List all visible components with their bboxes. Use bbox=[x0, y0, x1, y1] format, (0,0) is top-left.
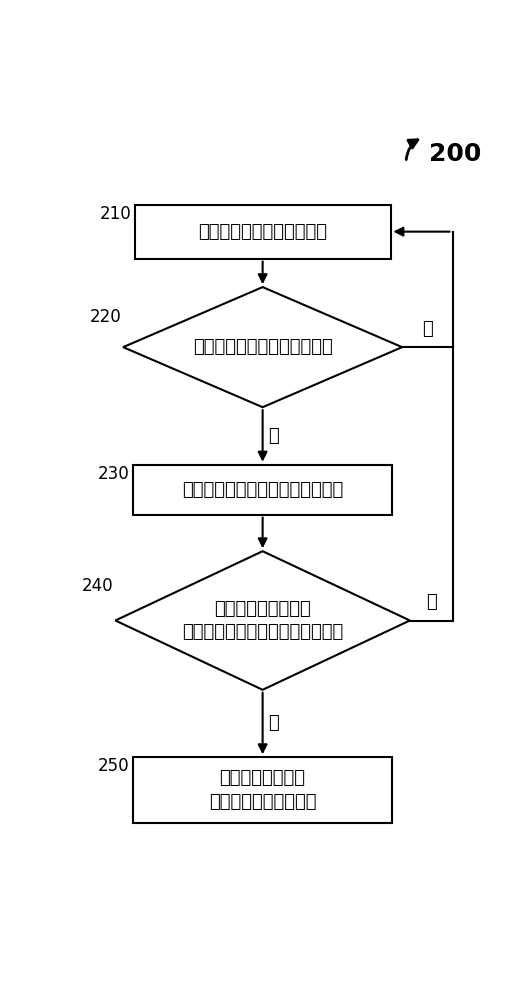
Text: 否: 否 bbox=[426, 593, 437, 611]
Text: 否: 否 bbox=[422, 320, 433, 338]
Bar bbox=[133, 465, 393, 515]
Bar bbox=[133, 757, 393, 823]
Text: 210: 210 bbox=[100, 205, 132, 223]
Text: 测量的流率小于低流量阈值？: 测量的流率小于低流量阈值？ bbox=[193, 338, 332, 356]
Text: 是: 是 bbox=[268, 714, 279, 732]
Text: 220: 220 bbox=[90, 308, 122, 326]
Text: 250: 250 bbox=[98, 757, 129, 775]
Text: 是: 是 bbox=[268, 427, 279, 445]
Text: 230: 230 bbox=[98, 465, 129, 483]
Bar bbox=[135, 205, 391, 259]
Text: 测量振动计的一个或多个操作参数: 测量振动计的一个或多个操作参数 bbox=[182, 481, 343, 499]
Text: 基于测量的流率来
确定振动计的零点偏移: 基于测量的流率来 确定振动计的零点偏移 bbox=[209, 769, 316, 811]
Polygon shape bbox=[123, 287, 402, 407]
Text: 200: 200 bbox=[429, 142, 482, 166]
Text: 测量振动计中的物质的流率: 测量振动计中的物质的流率 bbox=[198, 223, 327, 241]
Text: 240: 240 bbox=[82, 577, 114, 595]
Polygon shape bbox=[115, 551, 410, 690]
Text: 振动计的一个或多个
测量的操作参数在对应的范围内？: 振动计的一个或多个 测量的操作参数在对应的范围内？ bbox=[182, 600, 343, 641]
